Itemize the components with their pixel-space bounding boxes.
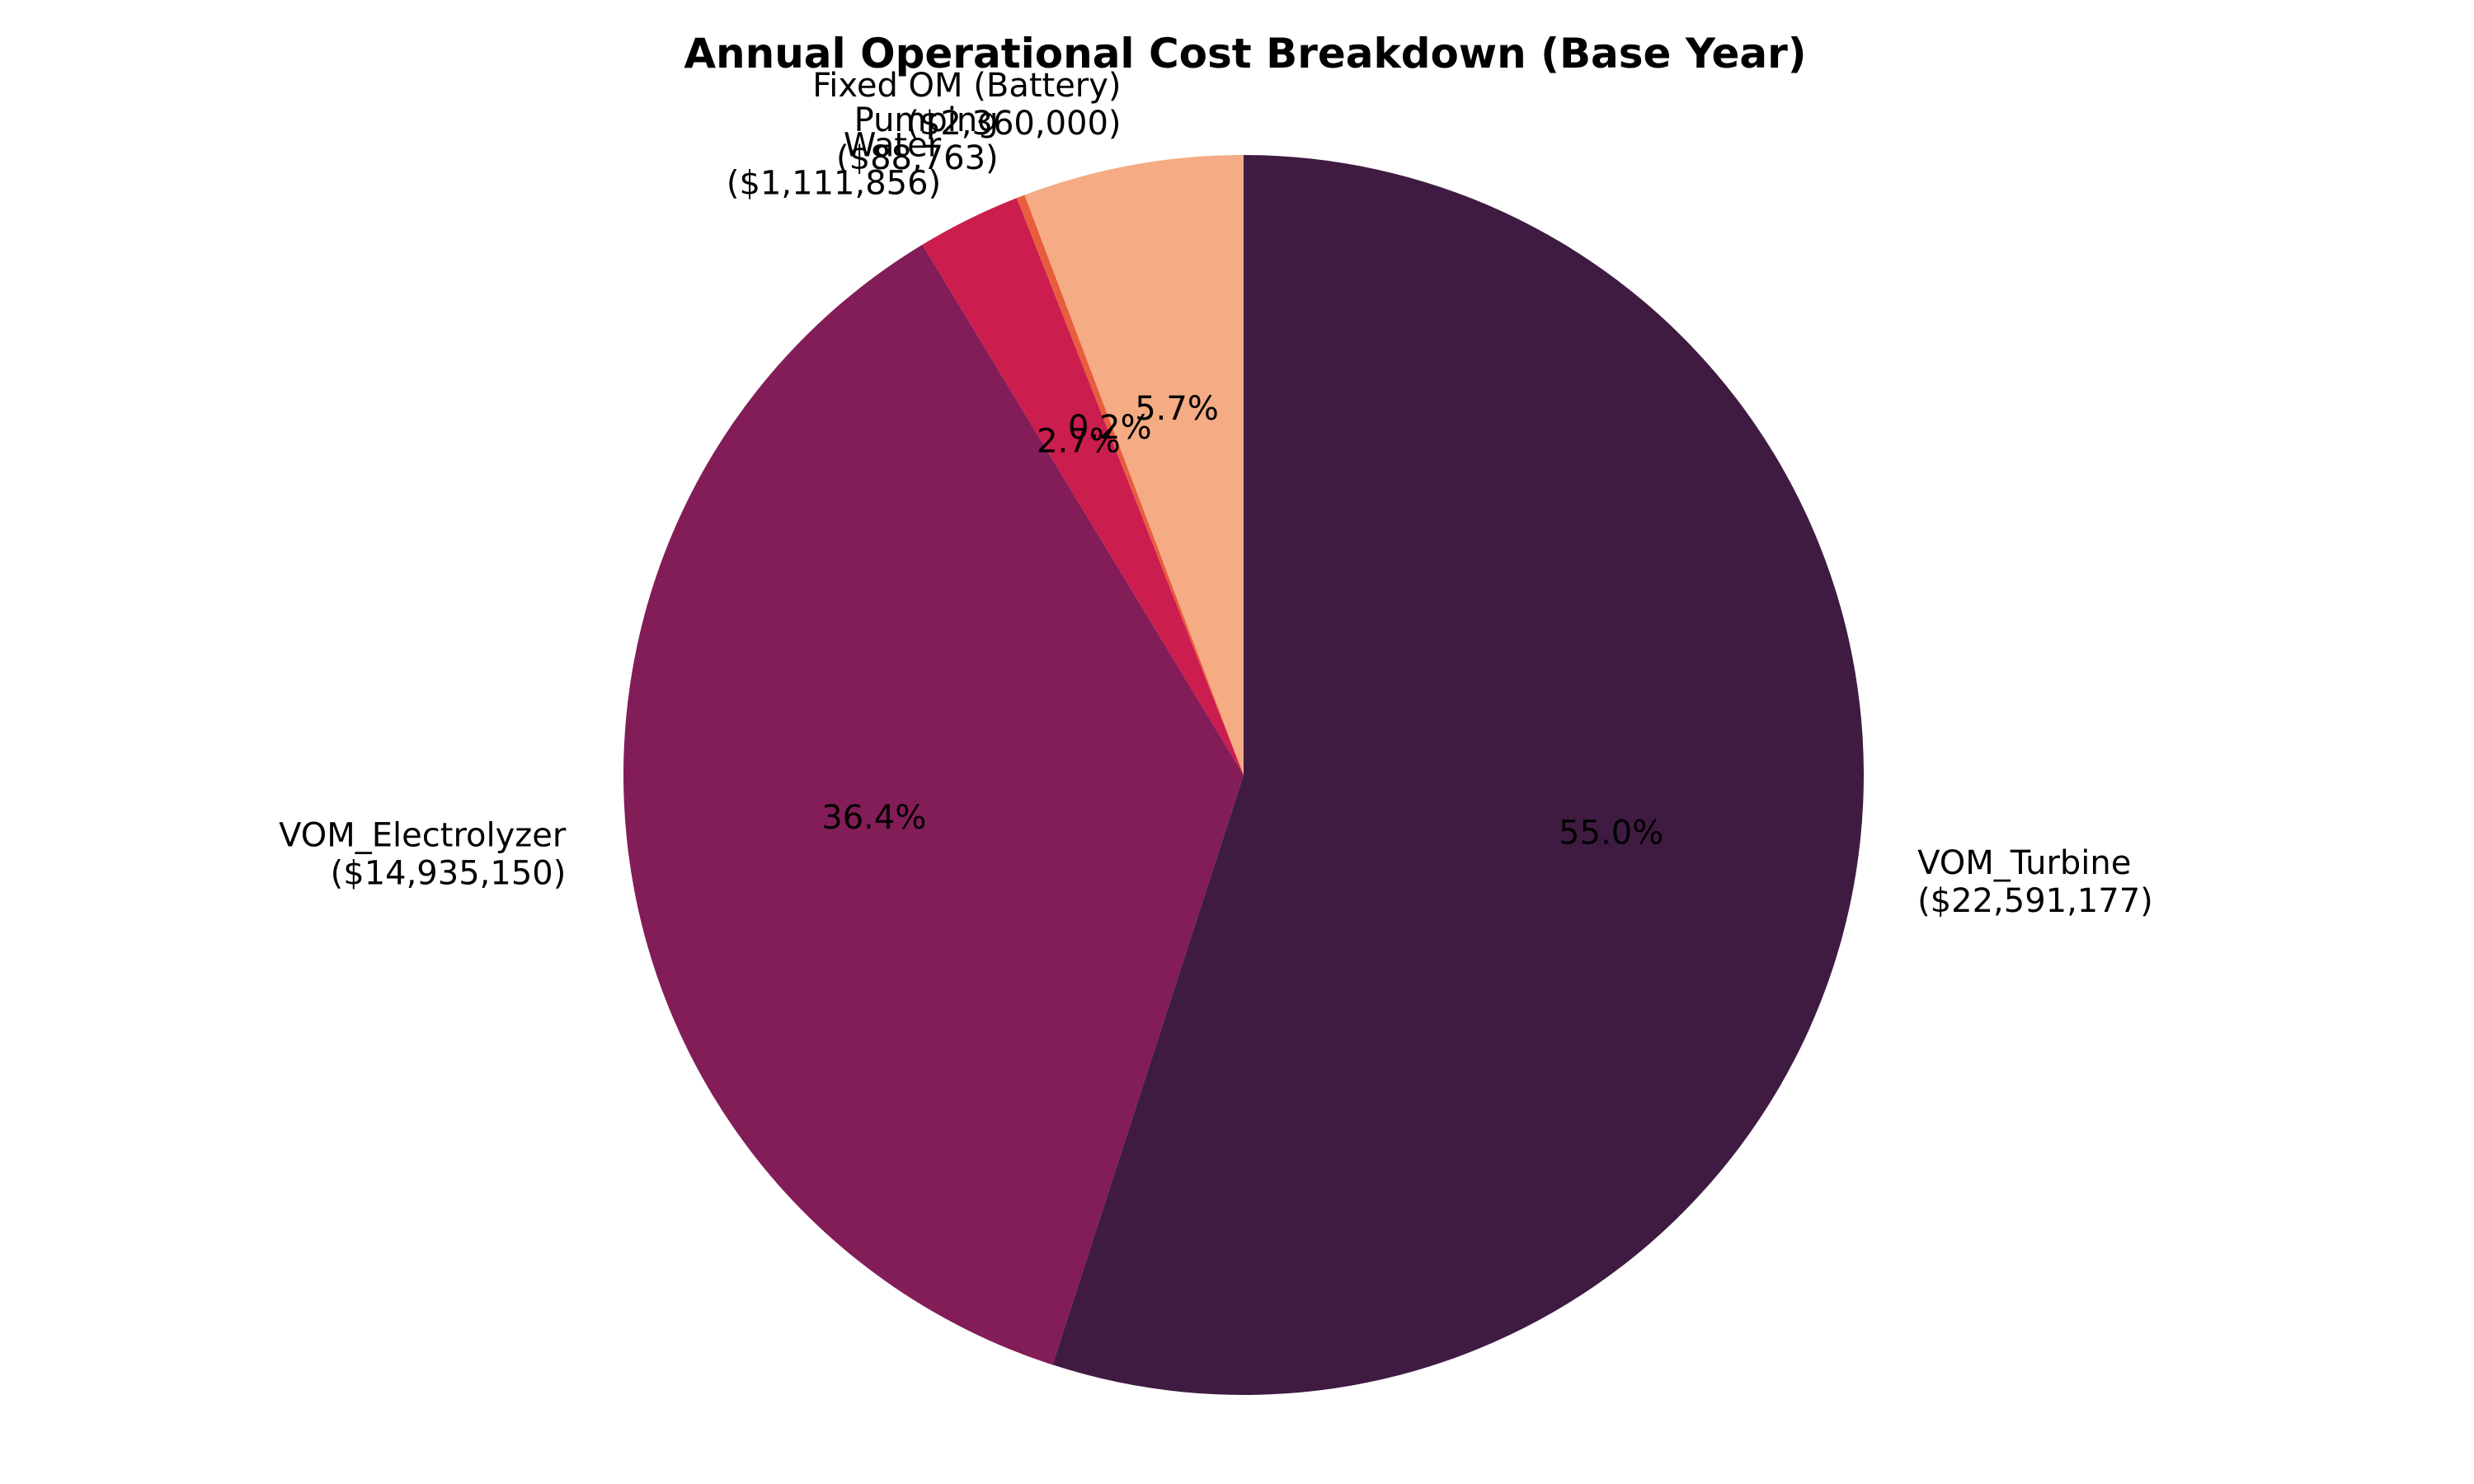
slice-label-vom-turbine: VOM_Turbine ($22,591,177): [1917, 844, 2153, 920]
percent-label-vom-electrolyzer: 36.4%: [821, 799, 926, 837]
pie-slice-pumping: [1016, 195, 1244, 776]
slice-label-water: Water ($1,111,856): [727, 127, 942, 203]
pie-slice-vom-electrolyzer: [623, 244, 1244, 1365]
chart-title: Annual Operational Cost Breakdown (Base …: [684, 30, 1806, 77]
slice-label-vom-electrolyzer: VOM_Electrolyzer ($14,935,150): [279, 816, 567, 892]
percent-label-fixed-om-battery: 5.7%: [1135, 390, 1219, 428]
pie-slice-water: [922, 198, 1244, 775]
pie-slice-fixed-om-battery: [1024, 155, 1244, 775]
slice-label-pumping: Pumping ($88,763): [836, 101, 999, 177]
percent-label-water: 2.7%: [1037, 423, 1121, 461]
percent-labels-layer: 55.0% 36.4% 2.7%0.2%5.7%: [821, 390, 1663, 852]
pie-slice-vom-turbine: [1052, 155, 1865, 1395]
slice-labels-layer: VOM_Turbine ($22,591,177) VOM_Electrolyzer…: [279, 67, 2153, 920]
slice-label-fixed-om-battery: Fixed OM (Battery) ($2,360,000): [812, 67, 1121, 143]
percent-label-vom-turbine: 55.0%: [1559, 814, 1663, 852]
slices-layer: [623, 155, 1865, 1395]
percent-label-pumping: 0.2%: [1068, 409, 1152, 447]
